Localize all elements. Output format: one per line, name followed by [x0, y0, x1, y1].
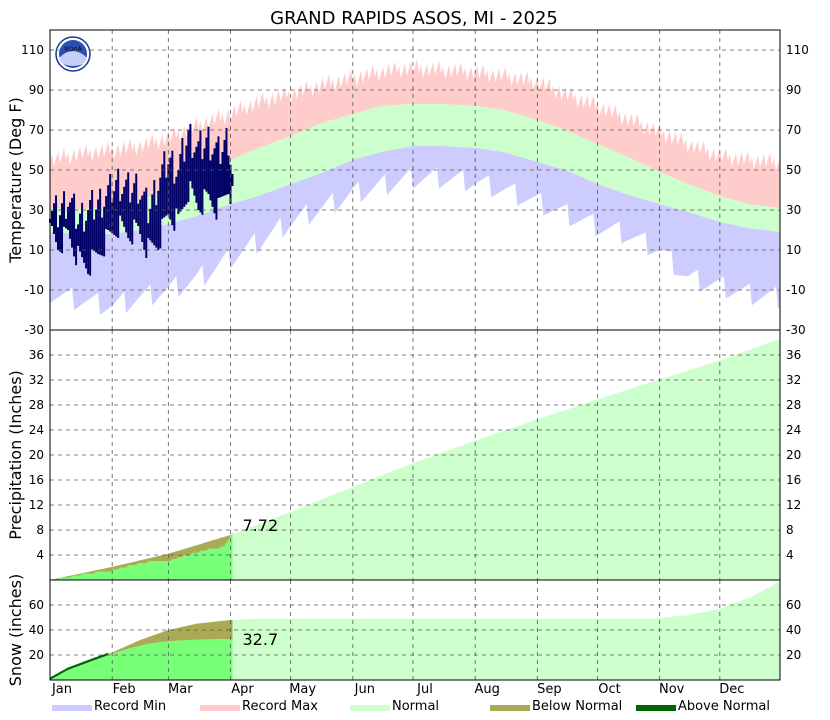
month-label: Jun	[354, 682, 375, 697]
snow-total-label: 32.7	[243, 630, 279, 649]
y-tick-label-left: 60	[29, 598, 44, 612]
y-tick-label-left: 10	[29, 243, 44, 257]
y-tick-label-right: 36	[786, 348, 801, 362]
temperature-axis-label: Temperature (Deg F)	[6, 97, 25, 264]
y-tick-label-right: 28	[786, 398, 801, 412]
y-tick-label-right: 40	[786, 623, 801, 637]
y-tick-label-left: 90	[29, 83, 44, 97]
legend-label: Below Normal	[532, 699, 622, 714]
precipitation-axis-label: Precipitation (Inches)	[6, 370, 25, 540]
y-tick-label-right: 60	[786, 598, 801, 612]
legend-label: Record Max	[242, 699, 318, 714]
seagull-icon	[59, 51, 87, 66]
y-tick-label-left: 70	[29, 123, 44, 137]
chart-title: GRAND RAPIDS ASOS, MI - 2025	[270, 8, 558, 29]
legend-label: Record Min	[94, 699, 166, 714]
month-label: Mar	[168, 682, 193, 697]
y-tick-label-right: 30	[786, 203, 801, 217]
y-tick-label-left: 12	[29, 498, 44, 512]
y-tick-label-left: 4	[36, 548, 44, 562]
month-label: Feb	[113, 682, 136, 697]
month-label: Apr	[231, 682, 254, 697]
snow-actual-area	[50, 639, 233, 680]
y-tick-label-left: 20	[29, 648, 44, 662]
month-label: Dec	[719, 682, 744, 697]
snow-axis-label: Snow (inches)	[6, 574, 25, 686]
legend-label: Normal	[392, 699, 439, 714]
y-tick-label-left: 16	[29, 473, 44, 487]
month-label: Aug	[474, 682, 499, 697]
y-tick-label-right: 8	[786, 523, 794, 537]
month-label: Nov	[659, 682, 685, 697]
logo-text: NOAA	[64, 46, 82, 53]
month-label: Oct	[598, 682, 620, 697]
legend: Record Min Record Max Normal Below Normal Ab…	[52, 699, 770, 714]
y-tick-label-left: -10	[24, 283, 44, 297]
month-label: May	[289, 682, 316, 697]
record-min-band	[50, 146, 780, 315]
y-tick-label-left: 8	[36, 523, 44, 537]
y-tick-label-left: 28	[29, 398, 44, 412]
y-tick-label-left: 30	[29, 203, 44, 217]
y-tick-label-right: 16	[786, 473, 801, 487]
y-tick-label-right: 12	[786, 498, 801, 512]
legend-swatch	[350, 705, 390, 711]
precipitation-actual-area	[50, 532, 233, 580]
y-tick-label-left: 40	[29, 623, 44, 637]
snow-below-normal-area	[50, 619, 233, 680]
y-tick-label-left: 32	[29, 373, 44, 387]
y-tick-label-right: -10	[786, 283, 806, 297]
y-tick-label-left: 36	[29, 348, 44, 362]
snow-above-normal-area	[50, 652, 109, 680]
y-tick-label-right: -30	[786, 323, 806, 337]
y-tick-label-right: 70	[786, 123, 801, 137]
precipitation-total-label: 7.72	[243, 516, 279, 535]
y-tick-label-right: 10	[786, 243, 801, 257]
y-tick-label-right: 90	[786, 83, 801, 97]
noaa-logo: NOAA	[55, 36, 91, 72]
legend-swatch	[636, 705, 676, 711]
precipitation-normal-area	[50, 338, 780, 580]
normal-temperature-band	[50, 104, 780, 234]
legend-label: Above Normal	[678, 699, 770, 714]
y-tick-label-right: 4	[786, 548, 794, 562]
legend-swatch	[490, 705, 530, 711]
month-label: Jul	[416, 682, 433, 697]
month-label: Jan	[51, 682, 72, 697]
y-tick-label-right: 32	[786, 373, 801, 387]
y-tick-label-left: 110	[21, 43, 44, 57]
legend-swatch	[200, 705, 240, 711]
legend-swatch	[52, 705, 92, 711]
grid-lines	[50, 30, 780, 680]
y-tick-label-right: 110	[786, 43, 809, 57]
actual-temperature-series	[49, 124, 234, 276]
y-tick-label-right: 24	[786, 423, 801, 437]
y-tick-label-left: 24	[29, 423, 44, 437]
panel-frame	[49, 579, 781, 681]
y-tick-label-right: 50	[786, 163, 801, 177]
y-tick-label-left: 20	[29, 448, 44, 462]
y-tick-label-right: 20	[786, 448, 801, 462]
month-label: Sep	[537, 682, 562, 697]
y-tick-label-left: 50	[29, 163, 44, 177]
y-tick-label-left: -30	[24, 323, 44, 337]
y-tick-label-right: 20	[786, 648, 801, 662]
